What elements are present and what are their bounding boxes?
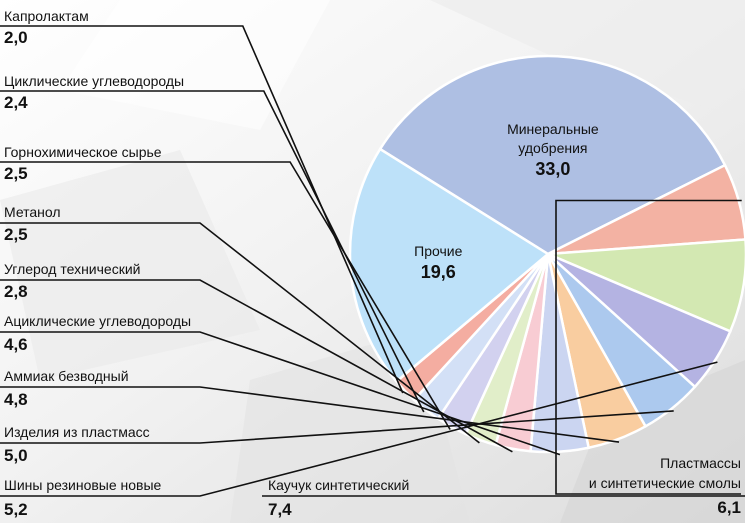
slice-13: [348, 147, 551, 384]
leader-line-10: [0, 161, 451, 430]
label-2-name-line: Пластмассы: [660, 455, 741, 471]
label-4-name: Шины резиновые новые: [4, 477, 162, 493]
label-11-value: 2,4: [4, 93, 28, 112]
mineral-fertilizers-name-line: Минеральные: [507, 121, 599, 137]
leader-line-2: [555, 199, 742, 495]
label-9-value: 2,5: [4, 225, 28, 244]
label-10-value: 2,5: [4, 164, 28, 183]
leader-line-5: [0, 410, 674, 444]
label-3-value: 7,4: [268, 500, 292, 519]
label-8-value: 2,8: [4, 282, 28, 301]
leader-line-9: [0, 222, 480, 444]
label-12-name: Капролактам: [4, 8, 89, 24]
leader-line-11: [0, 90, 425, 413]
label-9-name: Метанол: [4, 204, 61, 220]
other-name-line: Прочие: [414, 243, 462, 259]
label-6-name: Аммиак безводный: [4, 368, 129, 384]
leader-line-3: [262, 495, 745, 497]
label-11-name: Циклические углеводороды: [4, 73, 184, 89]
label-2-value: 6,1: [717, 498, 741, 517]
label-7-value: 4,6: [4, 335, 28, 354]
label-5-name: Изделия из пластмасс: [4, 424, 150, 440]
other-value: 19,6: [421, 262, 456, 282]
mineral-fertilizers-value: 33,0: [535, 159, 570, 179]
label-7-name: Ациклические углеводороды: [4, 313, 191, 329]
leader-line-4: [0, 361, 718, 497]
slice-2: [547, 163, 745, 256]
label-2-name-line: и синтетические смолы: [589, 475, 741, 491]
label-5-value: 5,0: [4, 446, 28, 465]
leader-line-8: [0, 279, 513, 453]
leader-line-7: [0, 331, 561, 456]
label-10-name: Горнохимическое сырье: [4, 144, 162, 160]
mineral-fertilizers-name-line: удобрения: [518, 140, 587, 156]
label-3-name: Каучук синтетический: [268, 477, 409, 493]
leader-line-12: [0, 25, 404, 394]
label-8-name: Углерод технический: [4, 261, 140, 277]
label-12-value: 2,0: [4, 28, 28, 47]
label-6-value: 4,8: [4, 390, 28, 409]
slice-1: [378, 54, 727, 256]
slice-3: [547, 238, 745, 333]
label-4-value: 5,2: [4, 500, 28, 519]
